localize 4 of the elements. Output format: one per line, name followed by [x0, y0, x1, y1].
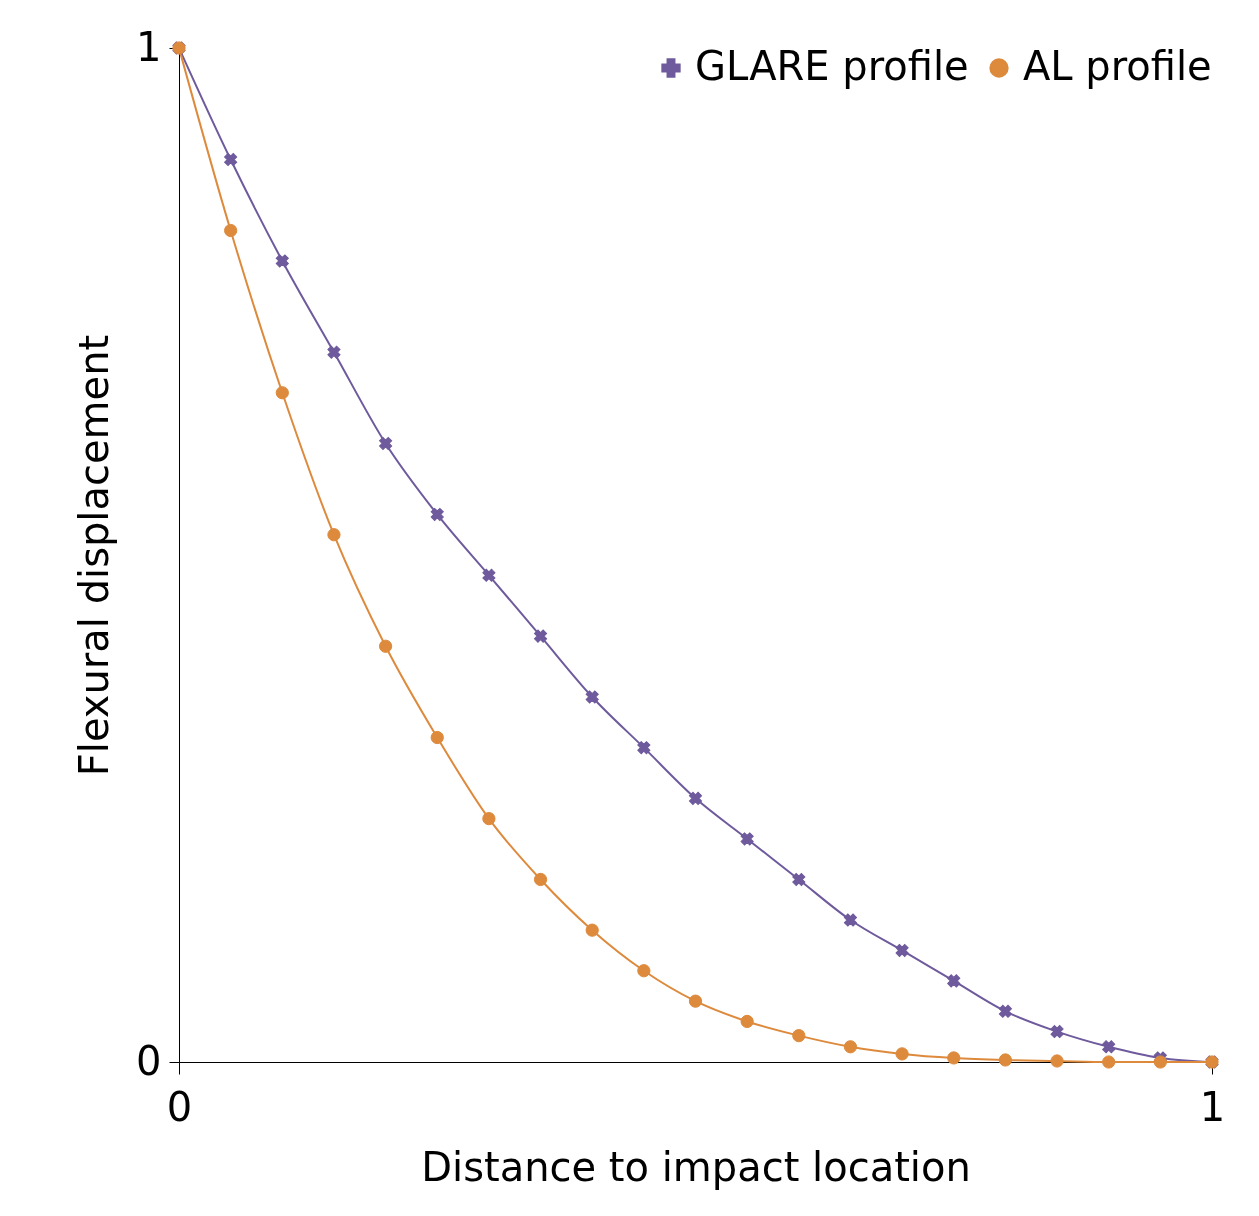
legend-label: GLARE profile: [695, 43, 969, 89]
y-axis-title: Flexural displacement: [71, 334, 118, 777]
legend-label: AL profile: [1023, 43, 1212, 89]
x-axis-title: Distance to impact location: [421, 1143, 971, 1190]
